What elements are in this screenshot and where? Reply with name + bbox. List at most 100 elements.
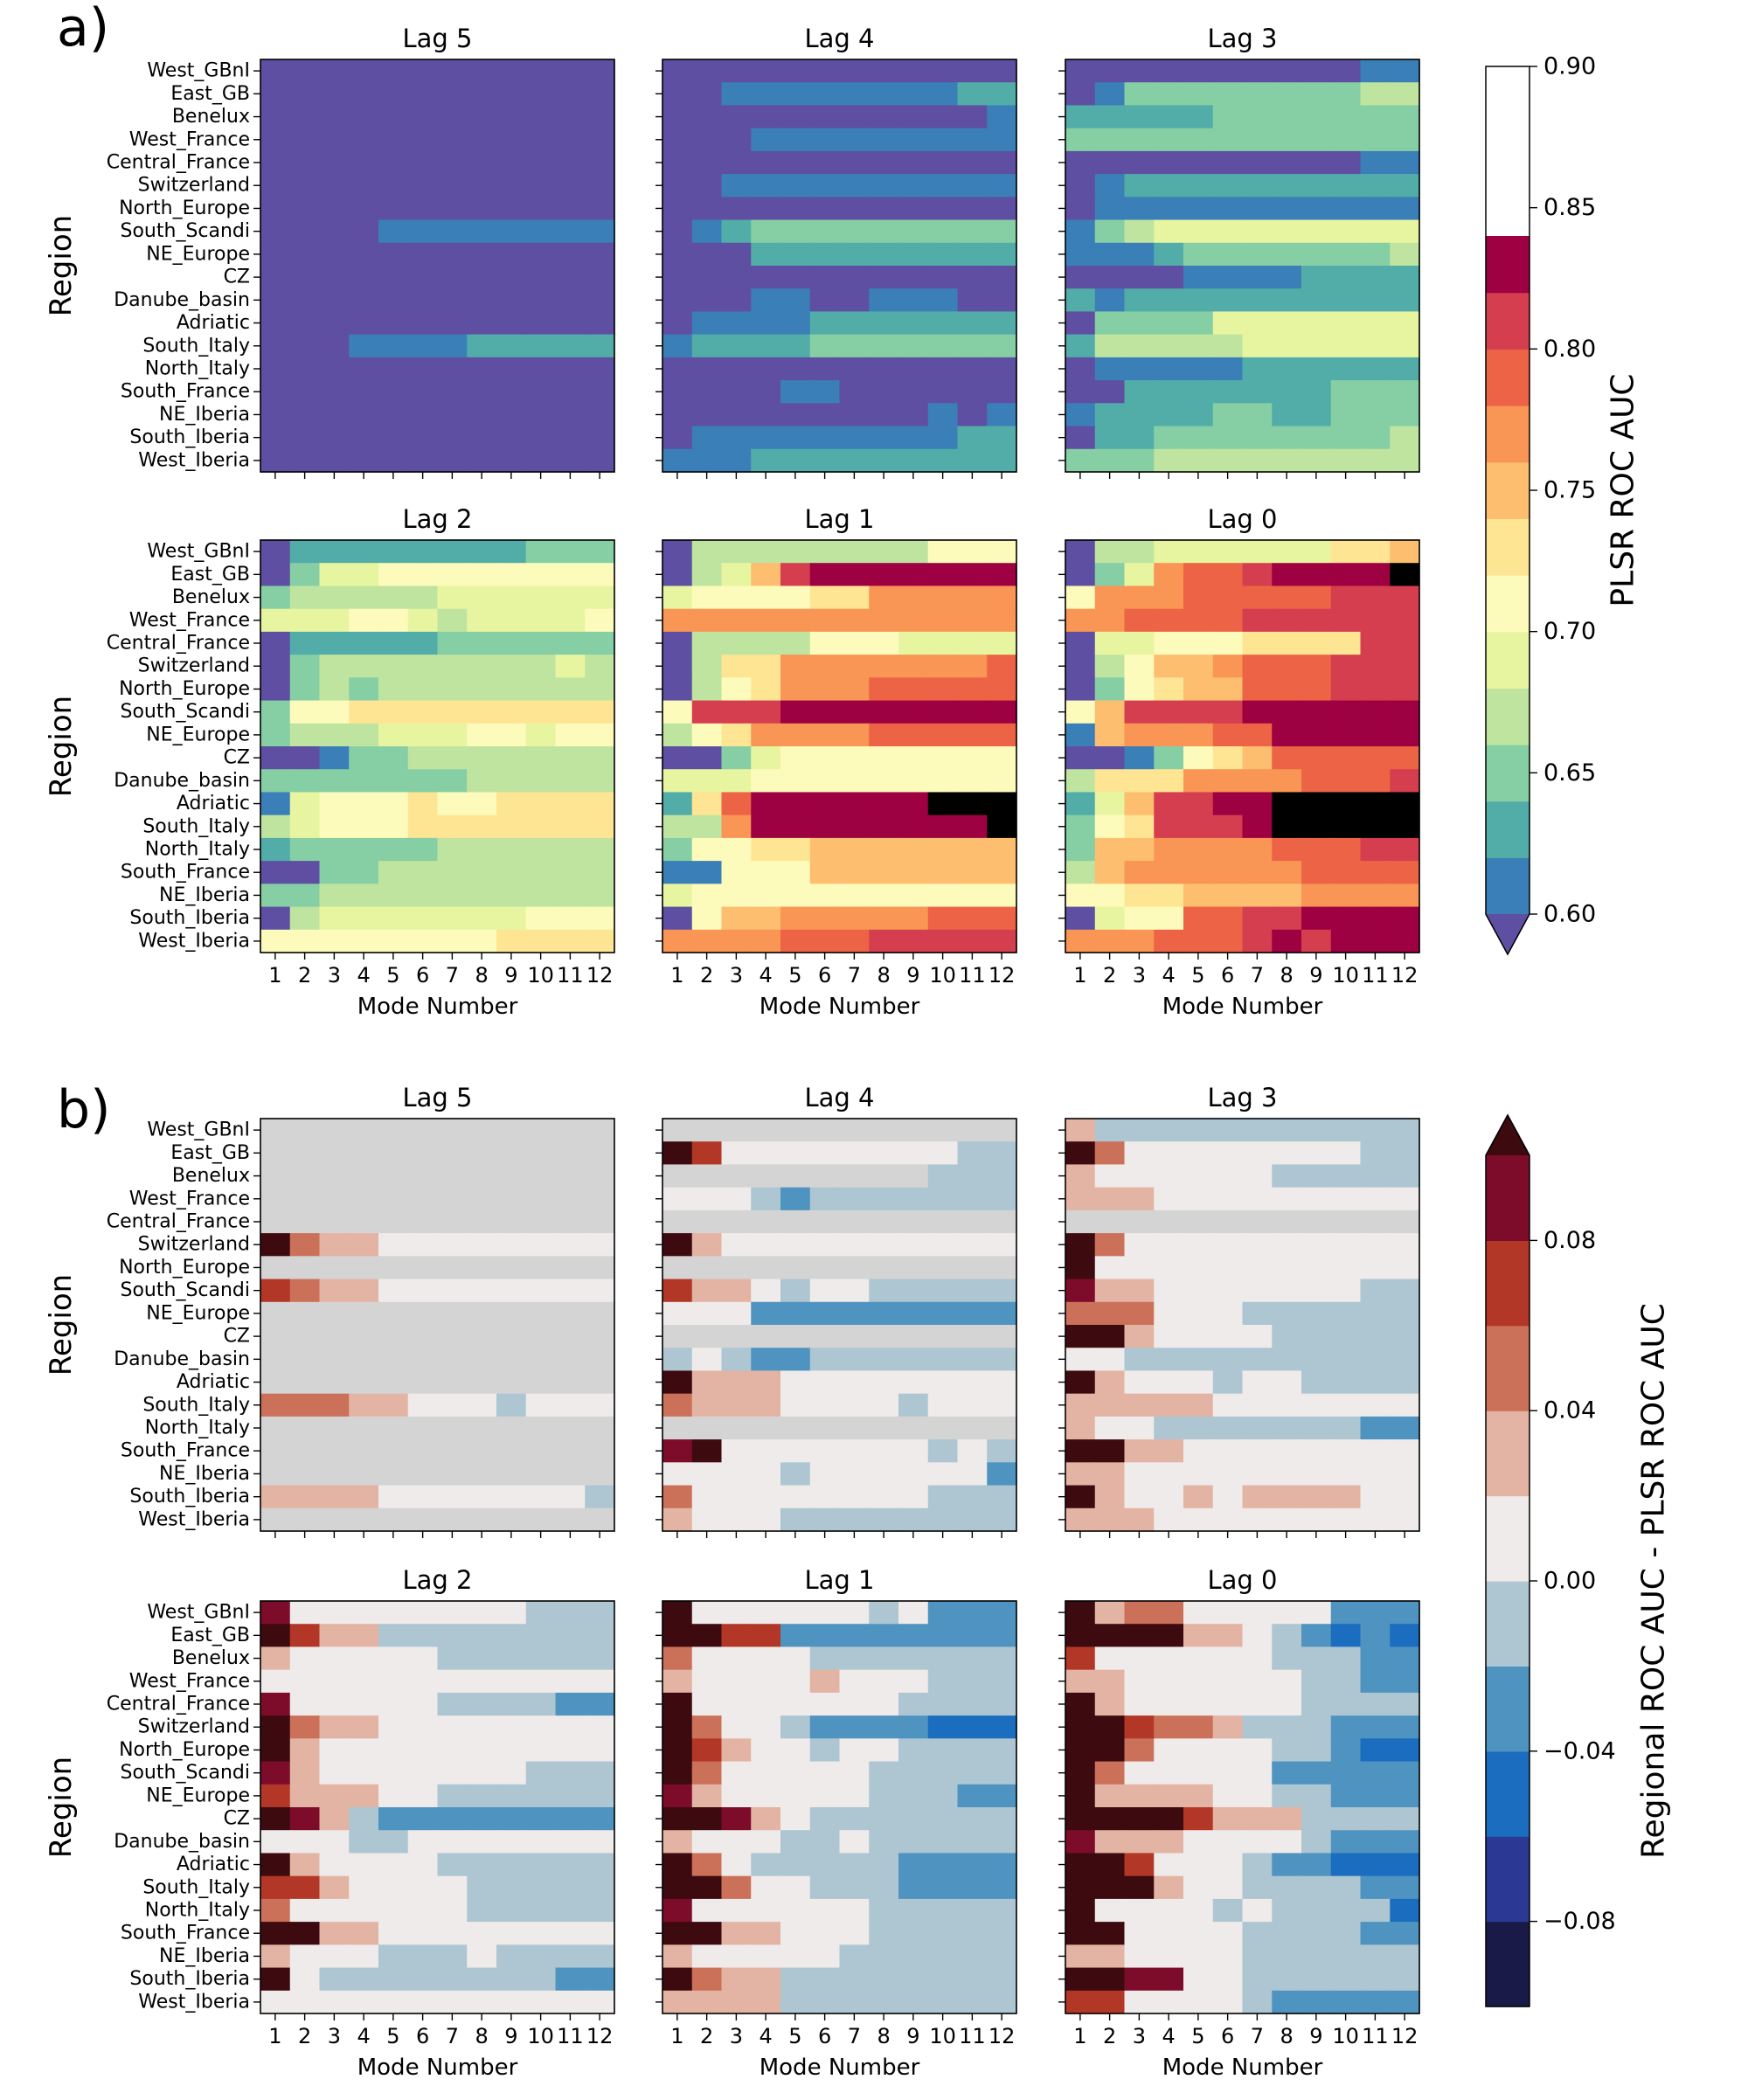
heatmap-cell bbox=[780, 1624, 811, 1648]
heatmap-cell bbox=[289, 82, 321, 107]
heatmap-cell bbox=[289, 655, 321, 678]
heatmap-cell bbox=[496, 1370, 527, 1395]
heatmap-cell bbox=[898, 82, 929, 107]
heatmap-cell bbox=[1094, 380, 1126, 404]
heatmap-cell bbox=[1154, 1669, 1184, 1694]
x-tick-label: 10 bbox=[527, 963, 554, 988]
x-tick-label: 8 bbox=[475, 963, 488, 988]
heatmap-cell bbox=[555, 1279, 586, 1303]
heatmap-cell bbox=[987, 1761, 1017, 1785]
y-tick-label: Switzerland bbox=[138, 655, 250, 677]
heatmap-cell bbox=[721, 814, 752, 839]
heatmap-cell bbox=[407, 655, 439, 678]
heatmap-cell bbox=[809, 197, 841, 221]
heatmap-cell bbox=[467, 1646, 497, 1671]
heatmap-cell bbox=[585, 655, 615, 678]
heatmap-cell bbox=[467, 1944, 497, 1969]
heatmap-cell bbox=[780, 1875, 811, 1900]
heatmap-cell bbox=[839, 1439, 870, 1463]
x-tick-label: 2 bbox=[298, 963, 311, 988]
heatmap-cell bbox=[809, 700, 841, 724]
heatmap-cell bbox=[1301, 1967, 1332, 1992]
heatmap-cell bbox=[987, 677, 1017, 702]
heatmap-cell bbox=[751, 1462, 781, 1487]
heatmap-cell bbox=[555, 1830, 586, 1854]
heatmap-cell bbox=[1183, 1187, 1214, 1211]
heatmap-cell bbox=[437, 1944, 468, 1969]
heatmap-cell bbox=[525, 677, 557, 702]
y-tick-label: Benelux bbox=[172, 1647, 250, 1669]
heatmap-cell bbox=[1242, 1853, 1273, 1877]
heatmap-cell bbox=[721, 586, 752, 610]
heatmap-cell bbox=[1065, 1507, 1096, 1532]
y-tick-label: Central_France bbox=[107, 1694, 250, 1715]
heatmap-cell bbox=[1360, 1601, 1391, 1625]
heatmap-cell bbox=[378, 426, 409, 450]
heatmap-cell bbox=[467, 150, 497, 175]
heatmap-cell bbox=[957, 1830, 988, 1854]
heatmap-cell bbox=[1242, 1393, 1273, 1417]
heatmap-cell bbox=[869, 1209, 899, 1234]
heatmap-cell bbox=[1390, 861, 1420, 884]
heatmap-cell bbox=[721, 929, 752, 953]
heatmap-cell bbox=[780, 59, 811, 83]
heatmap-cell bbox=[1094, 1853, 1126, 1877]
heatmap-cell bbox=[1065, 1669, 1096, 1694]
heatmap-cell bbox=[467, 700, 497, 724]
heatmap-cell bbox=[751, 1715, 781, 1739]
heatmap-cell bbox=[751, 1209, 781, 1234]
heatmap-cell bbox=[721, 723, 752, 747]
heatmap-cell bbox=[496, 1485, 527, 1509]
x-axis-label: Mode Number bbox=[1162, 994, 1323, 1020]
heatmap-cell bbox=[1360, 380, 1391, 404]
heatmap-cell bbox=[780, 82, 811, 107]
heatmap-cell bbox=[780, 563, 811, 587]
heatmap-cell bbox=[289, 1738, 321, 1763]
heatmap-cell bbox=[691, 1646, 723, 1671]
heatmap-cell bbox=[1330, 837, 1362, 862]
heatmap-cell bbox=[289, 311, 321, 336]
heatmap-cell bbox=[1272, 1898, 1302, 1923]
heatmap-cell bbox=[1330, 1875, 1362, 1900]
heatmap-cell bbox=[378, 1393, 409, 1417]
heatmap-cell bbox=[1065, 1761, 1096, 1785]
heatmap-cell bbox=[1272, 105, 1302, 129]
heatmap-cell bbox=[721, 1485, 752, 1509]
heatmap-cell bbox=[555, 197, 586, 221]
heatmap-cell bbox=[585, 403, 615, 427]
heatmap-cell bbox=[1242, 1164, 1273, 1189]
heatmap-cell bbox=[1212, 1646, 1244, 1671]
heatmap-cell bbox=[721, 59, 752, 83]
heatmap-cell bbox=[260, 700, 291, 724]
heatmap-cell bbox=[1360, 1738, 1391, 1763]
heatmap-cell bbox=[496, 288, 527, 313]
heatmap-cell bbox=[751, 814, 781, 839]
heatmap-cell bbox=[467, 1967, 497, 1992]
heatmap-cell bbox=[957, 1279, 988, 1303]
heatmap-cell bbox=[1272, 746, 1302, 770]
heatmap-cell bbox=[1124, 1370, 1155, 1395]
heatmap-cell bbox=[691, 1462, 723, 1487]
heatmap-cell bbox=[1330, 861, 1362, 884]
heatmap-cell bbox=[987, 288, 1017, 313]
x-tick-label: 7 bbox=[848, 963, 861, 988]
heatmap-cell bbox=[1183, 1898, 1214, 1923]
heatmap-cell bbox=[987, 1439, 1017, 1463]
heatmap-cell bbox=[525, 1990, 557, 2014]
heatmap-cell bbox=[662, 403, 693, 427]
heatmap-cell bbox=[1124, 1761, 1155, 1785]
heatmap-cell bbox=[839, 884, 870, 908]
heatmap-cell bbox=[957, 1462, 988, 1487]
heatmap-cell bbox=[1154, 59, 1184, 83]
heatmap-cell bbox=[987, 403, 1017, 427]
heatmap-cell bbox=[1065, 1922, 1096, 1945]
heatmap-cell bbox=[1124, 1119, 1155, 1142]
colorbar-tick-label: 0.70 bbox=[1543, 618, 1596, 645]
heatmap-cell bbox=[437, 837, 468, 862]
heatmap-cell bbox=[407, 563, 439, 587]
heatmap-cell bbox=[662, 1393, 693, 1417]
heatmap-cell bbox=[437, 1256, 468, 1280]
heatmap-cell bbox=[319, 1944, 350, 1969]
heatmap-cell bbox=[437, 677, 468, 702]
